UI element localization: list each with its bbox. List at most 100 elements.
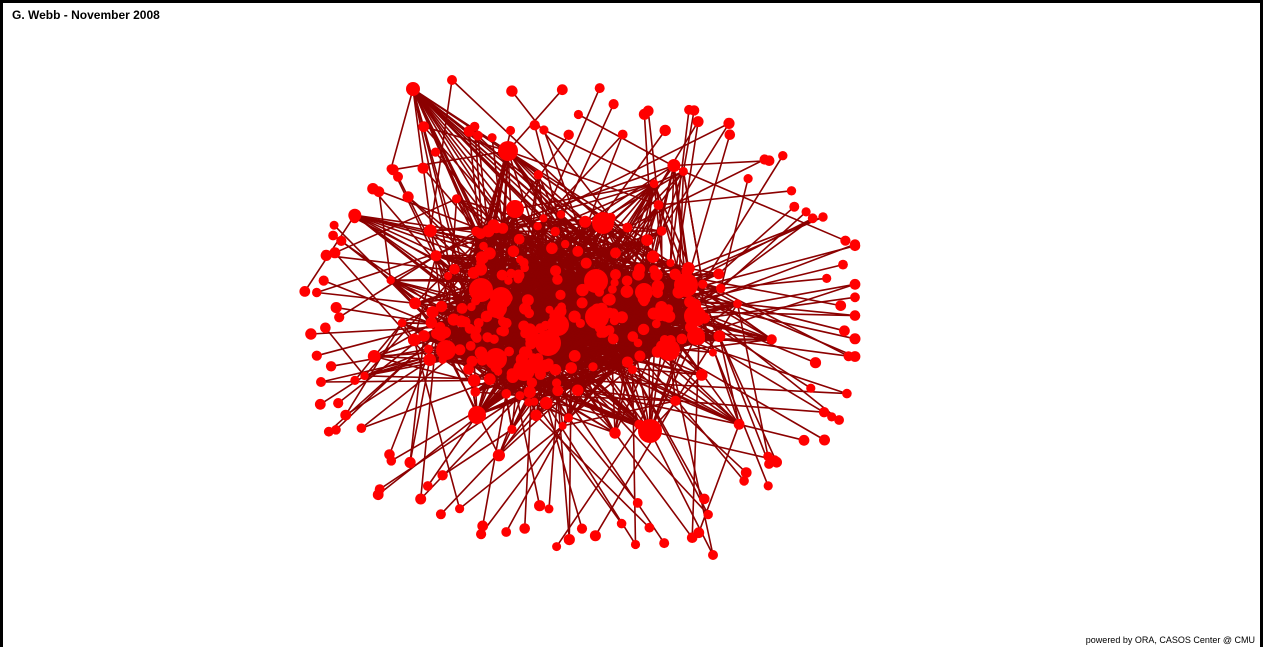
graph-node xyxy=(590,273,598,281)
graph-node xyxy=(426,306,438,318)
graph-node xyxy=(764,481,773,490)
graph-hub-node xyxy=(498,141,518,161)
graph-node xyxy=(467,303,476,312)
graph-node xyxy=(610,248,621,259)
graph-node xyxy=(617,519,627,529)
graph-node xyxy=(501,527,511,537)
graph-node xyxy=(564,413,573,422)
graph-node xyxy=(588,362,597,371)
graph-edge xyxy=(391,89,413,169)
graph-edge xyxy=(719,336,769,464)
graph-node xyxy=(326,361,336,371)
graph-node xyxy=(850,241,861,252)
graph-node xyxy=(818,212,827,221)
graph-node xyxy=(764,155,775,166)
graph-node xyxy=(687,532,698,543)
graph-node xyxy=(634,264,645,275)
graph-node xyxy=(540,397,553,410)
graph-node xyxy=(330,221,339,230)
graph-node xyxy=(516,353,528,365)
graph-hub-node xyxy=(406,82,420,96)
graph-node xyxy=(527,378,537,388)
graph-node xyxy=(474,263,487,276)
graph-node xyxy=(552,542,561,551)
graph-node xyxy=(514,234,525,245)
graph-node xyxy=(405,457,416,468)
graph-node xyxy=(595,83,605,93)
graph-node xyxy=(638,324,649,335)
graph-node xyxy=(431,148,440,157)
graph-node xyxy=(682,266,693,277)
graph-node xyxy=(611,279,619,287)
graph-node xyxy=(494,367,502,375)
graph-node xyxy=(698,280,707,289)
graph-node xyxy=(685,321,697,333)
graph-node xyxy=(350,376,359,385)
graph-node xyxy=(699,494,710,505)
graph-node xyxy=(424,345,433,354)
graph-node xyxy=(677,334,688,345)
graph-node xyxy=(577,297,588,308)
graph-node xyxy=(455,504,464,513)
graph-edge xyxy=(578,115,683,172)
graph-node xyxy=(652,320,661,329)
graph-node xyxy=(596,330,604,338)
graph-node xyxy=(470,122,480,132)
graph-node xyxy=(638,284,647,293)
graph-node xyxy=(457,303,468,314)
graph-node xyxy=(507,425,516,434)
graph-node xyxy=(787,186,796,195)
graph-node xyxy=(398,319,407,328)
graph-node xyxy=(334,312,344,322)
graph-node xyxy=(552,385,563,396)
graph-node xyxy=(387,276,395,284)
graph-node xyxy=(340,410,351,421)
graph-node xyxy=(312,288,321,297)
graph-node xyxy=(840,236,850,246)
graph-node xyxy=(808,213,818,223)
graph-node xyxy=(328,231,338,241)
graph-node xyxy=(418,163,429,174)
graph-node xyxy=(360,372,368,380)
graph-node xyxy=(541,321,550,330)
graph-node xyxy=(315,399,326,410)
graph-node xyxy=(546,243,558,255)
graph-node xyxy=(552,274,562,284)
graph-node xyxy=(319,276,329,286)
graph-node xyxy=(609,99,619,109)
graph-edge xyxy=(569,418,638,503)
graph-node xyxy=(835,300,846,311)
graph-node xyxy=(299,286,310,297)
graph-edge xyxy=(339,256,436,317)
graph-node xyxy=(305,328,316,339)
graph-node xyxy=(368,350,381,363)
graph-node xyxy=(549,321,559,331)
graph-node xyxy=(622,223,632,233)
graph-node xyxy=(621,285,634,298)
graph-node xyxy=(716,284,726,294)
graph-node xyxy=(482,225,494,237)
graph-node xyxy=(714,330,726,342)
graph-node xyxy=(497,223,508,234)
graph-hub-node xyxy=(436,340,456,360)
graph-node xyxy=(696,369,708,381)
graph-node xyxy=(452,194,461,203)
graph-node xyxy=(557,210,566,219)
graph-node xyxy=(622,276,633,287)
graph-node xyxy=(423,481,433,491)
graph-node xyxy=(497,270,508,281)
graph-node xyxy=(316,377,326,387)
graph-node xyxy=(810,357,821,368)
graph-node xyxy=(838,260,848,270)
graph-node xyxy=(539,125,548,134)
graph-node xyxy=(561,240,569,248)
graph-node xyxy=(408,334,421,347)
graph-node xyxy=(628,365,637,374)
graph-node xyxy=(519,523,530,534)
graph-node xyxy=(476,529,486,539)
graph-node xyxy=(530,120,540,130)
graph-node xyxy=(423,353,436,366)
graph-node xyxy=(733,299,742,308)
graph-node xyxy=(576,284,588,296)
